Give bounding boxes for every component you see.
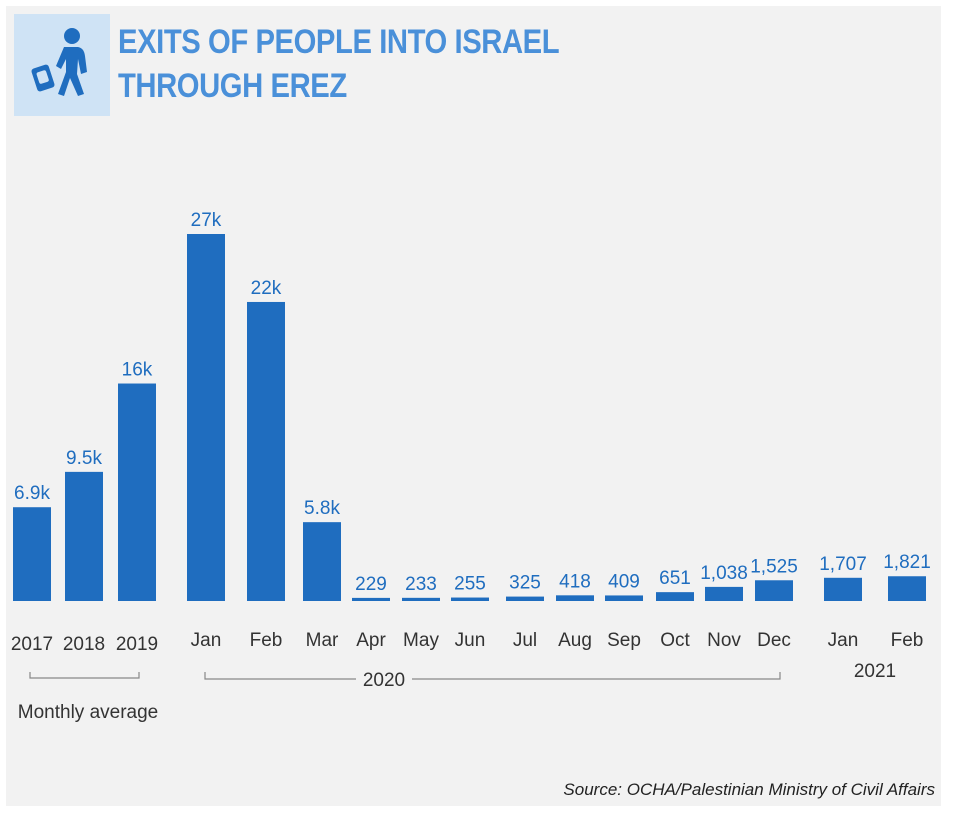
value-label-15: 1,707 (819, 554, 867, 575)
category-label-2: 2019 (116, 634, 158, 655)
bar-7 (402, 597, 440, 601)
category-label-5: Mar (306, 630, 339, 651)
title-line-2: THROUGH EREZ (118, 67, 347, 105)
value-label-10: 418 (559, 571, 591, 592)
bar-14 (755, 580, 793, 601)
value-label-4: 22k (251, 278, 282, 299)
group-label-2021: 2021 (854, 661, 896, 682)
value-label-7: 233 (405, 574, 437, 595)
value-label-13: 1,038 (700, 563, 748, 584)
value-label-14: 1,525 (750, 556, 798, 577)
group-label-2020: 2020 (363, 670, 405, 691)
value-label-11: 409 (608, 571, 640, 592)
category-label-13: Nov (707, 630, 741, 651)
category-label-16: Feb (891, 630, 924, 651)
bar-12 (656, 592, 694, 601)
value-label-9: 325 (509, 573, 541, 594)
bar-8 (451, 597, 489, 601)
value-label-2: 16k (122, 360, 153, 381)
bar-6 (352, 597, 390, 601)
category-label-15: Jan (828, 630, 859, 651)
bar-1 (65, 471, 103, 601)
bar-0 (13, 507, 51, 601)
category-label-3: Jan (191, 630, 222, 651)
chart-title: EXITS OF PEOPLE INTO ISRAEL THROUGH EREZ (118, 20, 634, 108)
category-label-7: May (403, 630, 439, 651)
category-label-12: Oct (660, 630, 690, 651)
category-label-8: Jun (455, 630, 486, 651)
bar-10 (556, 595, 594, 601)
category-label-11: Sep (607, 630, 641, 651)
value-label-3: 27k (191, 210, 222, 231)
value-label-16: 1,821 (883, 552, 931, 573)
bar-11 (605, 595, 643, 601)
bar-2 (118, 383, 156, 601)
category-label-1: 2018 (63, 634, 105, 655)
category-label-4: Feb (250, 630, 283, 651)
bar-5 (303, 522, 341, 601)
value-label-0: 6.9k (14, 483, 50, 504)
category-label-10: Aug (558, 630, 592, 651)
value-label-12: 651 (659, 568, 691, 589)
value-label-8: 255 (454, 574, 486, 595)
category-label-14: Dec (757, 630, 791, 651)
chart-card: EXITS OF PEOPLE INTO ISRAEL THROUGH EREZ… (6, 6, 941, 806)
bracket-2020-left (204, 672, 356, 680)
bar-4 (247, 301, 285, 601)
value-label-5: 5.8k (304, 498, 340, 519)
group-label-monthly-average: Monthly average (18, 702, 158, 723)
icon-box (14, 14, 110, 116)
title-line-1: EXITS OF PEOPLE INTO ISRAEL (118, 23, 560, 61)
value-label-1: 9.5k (66, 448, 102, 469)
source-note: Source: OCHA/Palestinian Ministry of Civ… (563, 780, 935, 799)
bar-13 (705, 586, 743, 601)
bar-3 (187, 234, 225, 601)
bar-15 (824, 577, 862, 601)
category-label-6: Apr (356, 630, 386, 651)
walking-person-with-bag-icon (31, 28, 87, 96)
category-label-9: Jul (513, 630, 537, 651)
category-label-0: 2017 (11, 634, 53, 655)
bracket-monthly-average (29, 672, 140, 679)
value-label-6: 229 (355, 574, 387, 595)
bar-9 (506, 596, 544, 601)
bar-16 (888, 576, 926, 601)
bracket-2020-right (412, 672, 781, 680)
